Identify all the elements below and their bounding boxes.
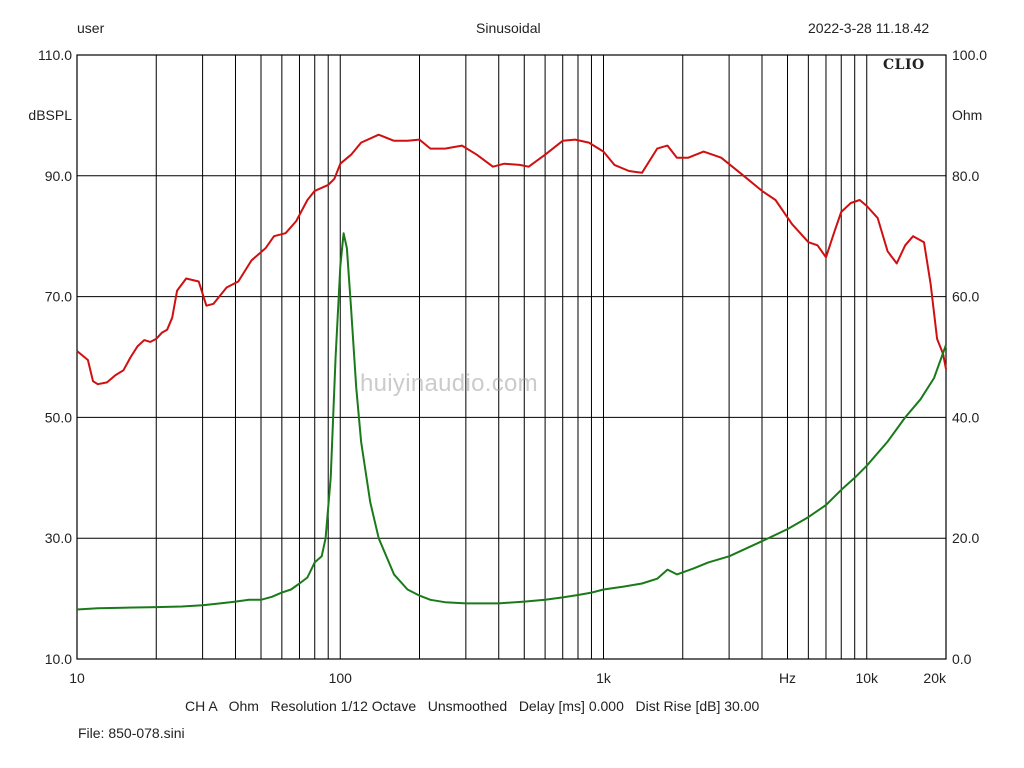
- x-axis-tick-label: 1k: [596, 670, 612, 686]
- right-axis-tick-label: 40.0: [952, 409, 979, 425]
- right-axis-tick-label: 80.0: [952, 168, 979, 184]
- right-axis-tick-label: 20.0: [952, 530, 979, 546]
- footer-file: File: 850-078.sini: [78, 725, 185, 741]
- right-axis-tick-label: 100.0: [952, 47, 987, 63]
- right-axis-tick-label: 0.0: [952, 651, 972, 667]
- left-axis-tick-label: 90.0: [45, 168, 72, 184]
- spl-response-line: [76, 133, 947, 386]
- header-user: user: [77, 20, 105, 36]
- header-mode: Sinusoidal: [476, 20, 541, 36]
- clio-badge: CLIO: [883, 57, 925, 73]
- watermark-text: huiyinaudio.com: [360, 370, 538, 397]
- right-axis-unit: Ohm: [952, 107, 982, 123]
- impedance-line: [76, 232, 947, 611]
- x-axis-tick-label: 10k: [855, 670, 879, 686]
- x-axis-tick-label: 10: [69, 670, 85, 686]
- x-axis-tick-label: 20k: [923, 670, 947, 686]
- left-axis-tick-label: 70.0: [45, 289, 72, 305]
- left-axis-unit: dBSPL: [28, 107, 72, 123]
- left-axis-tick-label: 50.0: [45, 409, 72, 425]
- left-axis-tick-label: 30.0: [45, 530, 72, 546]
- header-timestamp: 2022-3-28 11.18.42: [808, 20, 930, 36]
- plot-frame: [76, 54, 947, 660]
- footer-settings: CH A Ohm Resolution 1/12 Octave Unsmooth…: [185, 698, 760, 714]
- left-axis-tick-label: 110.0: [38, 47, 72, 63]
- right-axis-tick-label: 60.0: [952, 289, 979, 305]
- x-axis-tick-label: Hz: [779, 670, 796, 686]
- left-axis-tick-label: 10.0: [45, 651, 72, 667]
- x-axis-tick-label: 100: [329, 670, 353, 686]
